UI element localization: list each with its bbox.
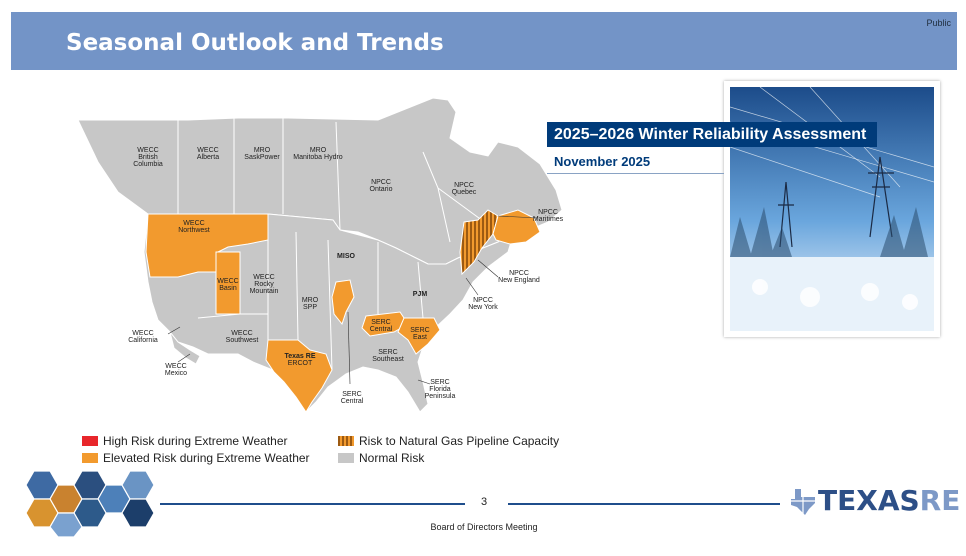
region-labels: WECC British Columbia WECC Alberta MRO SaskP… [128,147,563,405]
risk-map: WECC British Columbia WECC Alberta MRO SaskP… [78,97,564,413]
legend-normal-label: Normal Risk [359,451,425,465]
report-underline [547,173,724,174]
serc-central [361,311,409,337]
legend-swatch-orange [82,453,98,463]
label-mro-saskpower: MRO SaskPower [244,147,280,161]
legend-swatch-hatched [338,436,354,446]
legend-swatch-red [82,436,98,446]
label-wecc-bc: WECC British Columbia [133,147,163,168]
label-serc-central-south: SERC Central [341,391,364,405]
slide-title: Seasonal Outlook and Trends [66,30,444,56]
logo-re: RE [919,484,961,517]
label-npcc-ontario: NPCC Ontario [370,179,393,193]
label-npcc-new-england: NPCC New England [498,270,540,284]
label-wecc-california: WECC California [128,330,158,344]
label-mro-manitoba: MRO Manitoba Hydro [293,147,343,161]
label-wecc-mexico: WECC Mexico [165,363,187,377]
label-serc-east: SERC East [410,327,429,341]
legend-gas-label: Risk to Natural Gas Pipeline Capacity [359,434,560,448]
hex-image-collage [25,471,155,537]
label-miso: MISO [337,253,355,260]
label-mro-spp: MRO SPP [302,297,319,311]
label-pjm: PJM [413,291,428,298]
classification-label: Public [926,18,951,28]
legend-elevated-risk: Elevated Risk during Extreme Weather [82,451,310,465]
label-wecc-alberta: WECC Alberta [197,147,219,161]
logo-texas: TEXAS [818,484,920,517]
serc-central-strip [331,279,355,326]
power-lines-photo [730,87,934,331]
label-wecc-northwest: WECC Northwest [178,220,210,234]
label-npcc-maritimes: NPCC Maritimes [533,209,564,223]
label-serc-florida: SERC Florida Peninsula [425,379,456,400]
label-npcc-new-york: NPCC New York [468,297,498,311]
label-serc-southeast: SERC Southeast [372,349,404,363]
legend-normal-risk: Normal Risk [338,451,424,465]
legend-high-label: High Risk during Extreme Weather [103,434,288,448]
texas-re-logo-mark [789,487,817,517]
legend-high-risk: High Risk during Extreme Weather [82,434,288,448]
mexico-area [169,331,201,365]
hex-tile [49,512,83,537]
hex-tile [121,498,155,528]
label-wecc-basin: WECC Basin [217,278,238,292]
legend-swatch-gray [338,453,354,463]
label-wecc-southwest: WECC Southwest [226,330,259,344]
label-serc-central: SERC Central [370,319,393,333]
page-number: 3 [480,496,488,508]
npcc-new-england [459,209,499,276]
serc-east [397,317,441,355]
label-texas-re-ercot: Texas RE ERCOT [285,353,316,367]
report-date: November 2025 [554,154,651,169]
footer-rule-left [160,503,465,505]
texas-ercot [265,339,333,413]
footer-rule-right [508,503,780,505]
label-wecc-rocky-mountain: WECC Rocky Mountain [250,274,279,295]
legend-elevated-label: Elevated Risk during Extreme Weather [103,451,310,465]
photo-frame [724,81,940,337]
texas-re-logo-text: TEXASRE [818,484,960,517]
label-npcc-quebec: NPCC Quebec [452,182,477,196]
npcc-maritimes [492,209,541,245]
legend-gas-risk: Risk to Natural Gas Pipeline Capacity [338,434,559,448]
footer-meeting-label: Board of Directors Meeting [430,522,538,532]
slide-header: Seasonal Outlook and Trends Public [11,12,957,70]
report-title: 2025–2026 Winter Reliability Assessment [547,122,877,147]
